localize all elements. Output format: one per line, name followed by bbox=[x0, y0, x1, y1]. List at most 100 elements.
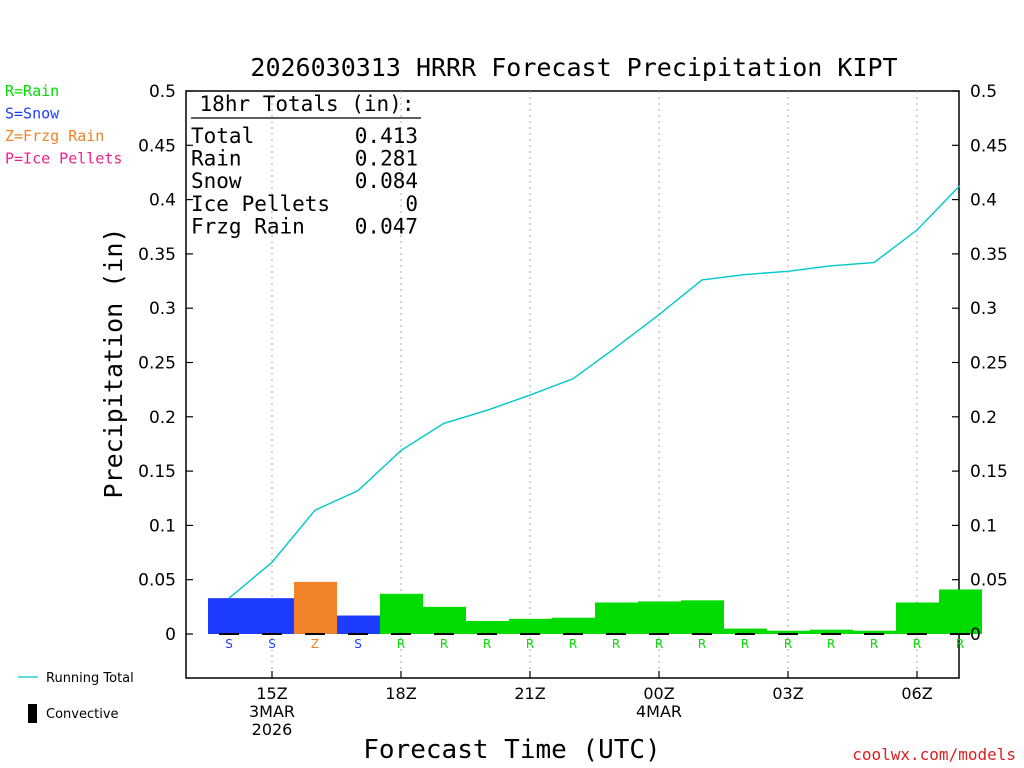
convective-bar bbox=[434, 633, 454, 635]
precip-bar bbox=[423, 606, 466, 634]
x-tick-label: 06Z bbox=[901, 684, 932, 703]
running-total-line bbox=[228, 184, 961, 599]
precip-bar bbox=[552, 617, 595, 634]
convective-bar bbox=[907, 633, 927, 635]
y-tick-label: 0.35 bbox=[138, 245, 176, 265]
convective-bar bbox=[262, 633, 282, 635]
precip-type-letter: R bbox=[483, 637, 491, 651]
precip-type-letter: R bbox=[569, 637, 577, 651]
precip-type-letter: R bbox=[827, 637, 835, 651]
totals-row-value: 0.047 bbox=[355, 214, 418, 238]
x-tick-label: 2026 bbox=[252, 720, 293, 739]
precip-bar bbox=[380, 593, 423, 634]
x-tick-label: 00Z bbox=[643, 684, 674, 703]
precip-type-letter: R bbox=[870, 637, 878, 651]
totals-row-label: Snow bbox=[191, 169, 242, 193]
precip-type-letter: S bbox=[225, 637, 233, 651]
convective-bar bbox=[477, 633, 497, 635]
precip-type-letter: R bbox=[655, 637, 663, 651]
vertical-gridlines bbox=[271, 91, 918, 678]
y-axis-left: 0 0.05 0.1 0.15 0.2 0.25 0.3 0.35 0.4 0.45 0.5 bbox=[138, 82, 193, 645]
precip-type-letter: R bbox=[440, 637, 448, 651]
convective-bar bbox=[950, 633, 970, 635]
totals-row-value: 0.281 bbox=[355, 147, 418, 171]
y-tick-label: 0.4 bbox=[970, 191, 997, 211]
x-axis-label: Forecast Time (UTC) bbox=[363, 735, 660, 765]
y-tick-label: 0 bbox=[165, 625, 176, 645]
convective-bar bbox=[391, 633, 411, 635]
precip-bar bbox=[509, 618, 552, 634]
precip-type-letter: S bbox=[354, 637, 362, 651]
convective-bar bbox=[692, 633, 712, 635]
totals-row-label: Ice Pellets bbox=[191, 192, 330, 216]
precip-bar bbox=[638, 601, 681, 634]
x-tick-label: 15Z bbox=[256, 684, 287, 703]
convective-bar bbox=[348, 633, 368, 635]
x-tick-label: 03Z bbox=[772, 684, 803, 703]
totals-box: 18hr Totals (in): Total 0.413 Rain 0.281 Sno… bbox=[191, 92, 421, 238]
hourly-precip-bars bbox=[208, 581, 982, 634]
precip-type-letter: R bbox=[397, 637, 405, 651]
y-tick-label: 0.05 bbox=[970, 571, 1008, 591]
y-tick-label: 0.4 bbox=[149, 191, 176, 211]
convective-bar bbox=[735, 633, 755, 635]
y-tick-label: 0.2 bbox=[970, 408, 997, 428]
x-tick-label: 21Z bbox=[514, 684, 545, 703]
precip-bar bbox=[337, 615, 380, 634]
convective-bar bbox=[520, 633, 540, 635]
totals-row-label: Total bbox=[191, 124, 254, 148]
type-legend-item: P=Ice Pellets bbox=[5, 150, 122, 168]
precip-type-letter: R bbox=[698, 637, 706, 651]
precip-bar bbox=[810, 629, 853, 634]
convective-bar bbox=[563, 633, 583, 635]
precip-bar bbox=[208, 598, 251, 634]
y-tick-label: 0.05 bbox=[138, 571, 176, 591]
y-tick-label: 0.1 bbox=[149, 516, 176, 536]
totals-row-label: Rain bbox=[191, 147, 242, 171]
y-tick-label: 0.15 bbox=[138, 462, 176, 482]
running-total-series bbox=[228, 184, 961, 599]
precip-bar bbox=[681, 600, 724, 634]
x-tick-label: 18Z bbox=[385, 684, 416, 703]
convective-bar bbox=[606, 633, 626, 635]
y-tick-label: 0.3 bbox=[970, 299, 997, 319]
convective-markers bbox=[219, 633, 970, 635]
y-tick-label: 0.25 bbox=[138, 354, 176, 374]
convective-bar bbox=[821, 633, 841, 635]
plot-frame bbox=[185, 90, 960, 679]
running-total-legend-label: Running Total bbox=[46, 671, 134, 686]
totals-row-value: 0 bbox=[405, 192, 418, 216]
x-tick-label: 3MAR bbox=[249, 702, 295, 721]
precip-type-letter: R bbox=[913, 637, 921, 651]
precip-type-letter: S bbox=[268, 637, 276, 651]
y-tick-label: 0.2 bbox=[149, 408, 176, 428]
totals-row-label: Frzg Rain bbox=[191, 214, 305, 238]
y-axis-label: Precipitation (in) bbox=[99, 228, 128, 499]
precip-bar bbox=[595, 602, 638, 634]
convective-bar bbox=[305, 633, 325, 635]
precip-type-letter: R bbox=[784, 637, 792, 651]
precip-type-letter: R bbox=[612, 637, 620, 651]
y-tick-label: 0.45 bbox=[970, 136, 1008, 156]
type-legend-item: Z=Frzg Rain bbox=[5, 127, 104, 145]
convective-bar bbox=[778, 633, 798, 635]
y-tick-label: 0.3 bbox=[149, 299, 176, 319]
y-tick-label: 0.45 bbox=[138, 136, 176, 156]
y-tick-label: 0.1 bbox=[970, 516, 997, 536]
precip-type-letter: R bbox=[526, 637, 534, 651]
y-tick-label: 0.5 bbox=[970, 82, 997, 102]
precip-bar bbox=[466, 620, 509, 634]
type-legend: R=Rain S=Snow Z=Frzg Rain P=Ice Pellets bbox=[5, 82, 122, 168]
precip-type-letter: R bbox=[741, 637, 749, 651]
precip-bar bbox=[853, 630, 896, 634]
chart-title: 2026030313 HRRR Forecast Precipitation K… bbox=[250, 53, 897, 82]
precip-bar bbox=[251, 598, 294, 634]
convective-bar bbox=[864, 633, 884, 635]
y-axis-right: 0 0.05 0.1 0.15 0.2 0.25 0.3 0.35 0.4 0.45 0.5 bbox=[952, 82, 1008, 645]
convective-bar bbox=[649, 633, 669, 635]
type-legend-item: S=Snow bbox=[5, 105, 60, 123]
y-tick-label: 0.25 bbox=[970, 354, 1008, 374]
type-legend-item: R=Rain bbox=[5, 82, 59, 100]
convective-legend-label: Convective bbox=[46, 707, 119, 722]
credit-text: coolwx.com/models bbox=[852, 745, 1016, 764]
